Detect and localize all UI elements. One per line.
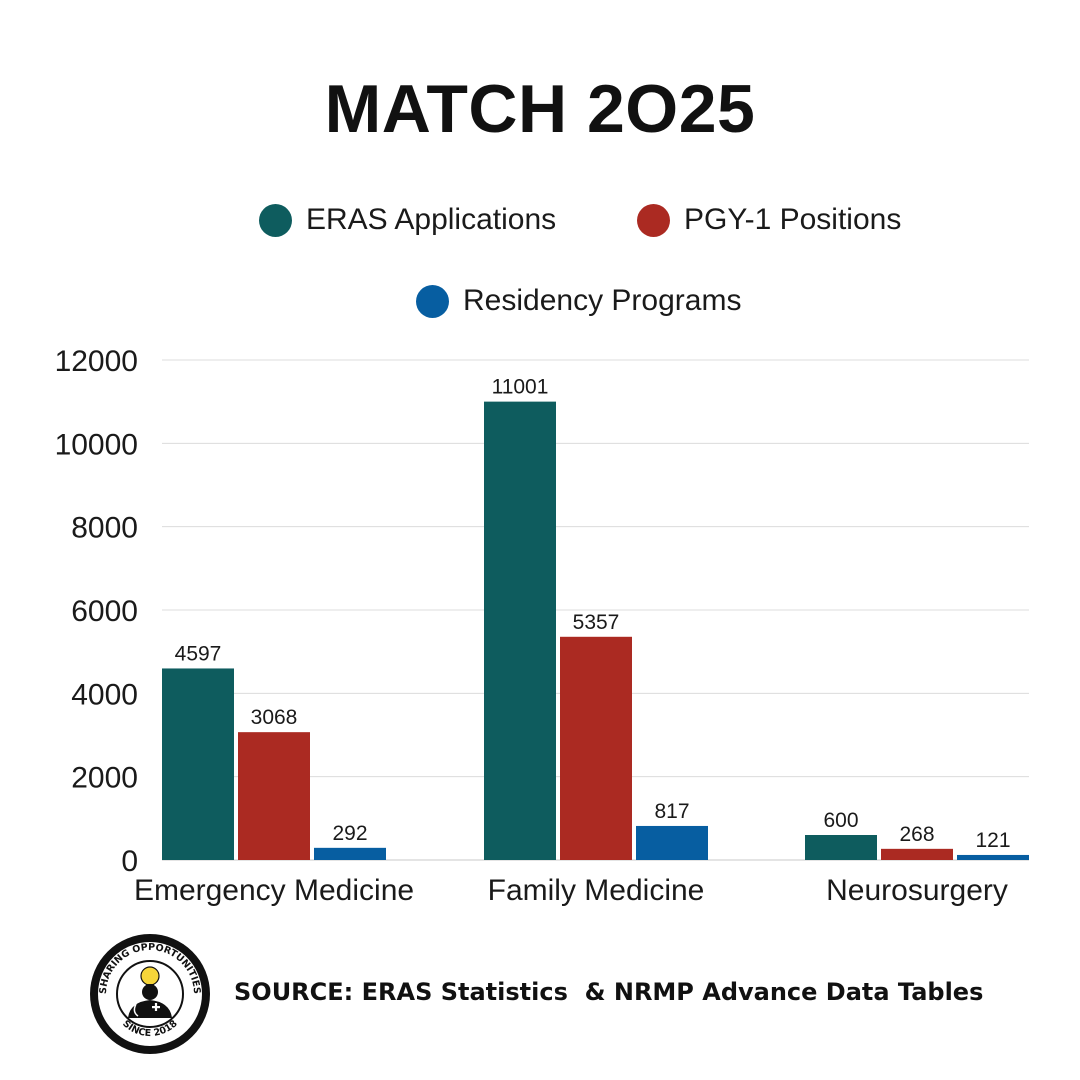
sharing-opportunities-logo: SHARING OPPORTUNITIES SINCE 2018 (90, 934, 210, 1054)
legend-label-residency-programs: Residency Programs (463, 284, 742, 317)
y-tick-label: 10000 (55, 428, 138, 461)
x-tick-label-family-medicine: Family Medicine (488, 874, 705, 907)
legend-swatch-pgy1-positions (637, 203, 670, 237)
data-label-pgy-1-positions-family-medicine: 5357 (573, 611, 620, 634)
y-tick-label: 8000 (71, 512, 138, 545)
bar-chart: 0 2000 4000 6000 8000 10000 12000 4597 3068 292 1… (55, 345, 1029, 907)
bars (162, 401, 1029, 860)
bar-eras-applications-family-medicine (484, 401, 556, 860)
legend-swatch-eras-applications (259, 203, 292, 237)
legend-swatch-residency-programs (416, 284, 449, 318)
y-tick-label: 4000 (71, 678, 138, 711)
legend-item-eras-applications: ERAS Applications (259, 200, 556, 240)
y-tick-label: 2000 (71, 762, 138, 795)
bar-eras-applications-neurosurgery (805, 835, 877, 860)
legend-item-pgy1-positions: PGY-1 Positions (637, 200, 901, 240)
chart-title: MATCH 2O25 (324, 71, 756, 147)
y-tick-label: 0 (121, 845, 138, 878)
data-label-residency-programs-emergency-medicine: 292 (332, 822, 367, 845)
x-axis-ticks: Emergency Medicine Family Medicine Neurosu… (134, 874, 1008, 907)
legend-label-eras-applications: ERAS Applications (306, 203, 557, 236)
data-labels: 4597 3068 292 11001 5357 817 600 268 121 (175, 376, 1011, 852)
y-axis-ticks: 0 2000 4000 6000 8000 10000 12000 (55, 345, 138, 878)
bar-residency-programs-neurosurgery (957, 854, 1029, 860)
legend-item-residency-programs: Residency Programs (416, 281, 741, 321)
x-tick-label-emergency-medicine: Emergency Medicine (134, 874, 414, 907)
doctor-lightbulb-icon (128, 966, 172, 1018)
data-label-pgy-1-positions-neurosurgery: 268 (899, 823, 934, 846)
bar-pgy-1-positions-neurosurgery (881, 848, 953, 860)
legend-label-pgy1-positions: PGY-1 Positions (684, 203, 902, 236)
data-label-pgy-1-positions-emergency-medicine: 3068 (251, 706, 298, 729)
bar-residency-programs-family-medicine (636, 825, 708, 860)
data-label-eras-applications-family-medicine: 11001 (492, 376, 549, 399)
y-tick-label: 12000 (55, 345, 138, 378)
bar-pgy-1-positions-emergency-medicine (238, 732, 310, 860)
y-tick-label: 6000 (71, 595, 138, 628)
data-label-residency-programs-neurosurgery: 121 (975, 829, 1010, 852)
data-label-residency-programs-family-medicine: 817 (654, 800, 689, 823)
x-tick-label-neurosurgery: Neurosurgery (826, 874, 1008, 907)
data-label-eras-applications-emergency-medicine: 4597 (175, 642, 222, 665)
footer: SHARING OPPORTUNITIES SINCE 2018 SOURCE:… (0, 920, 1080, 1070)
data-label-eras-applications-neurosurgery: 600 (823, 809, 858, 832)
source-note: SOURCE: ERAS Statistics & NRMP Advance D… (234, 978, 984, 1006)
bar-pgy-1-positions-family-medicine (560, 636, 632, 860)
bar-residency-programs-emergency-medicine (314, 847, 386, 860)
bar-eras-applications-emergency-medicine (162, 668, 234, 860)
